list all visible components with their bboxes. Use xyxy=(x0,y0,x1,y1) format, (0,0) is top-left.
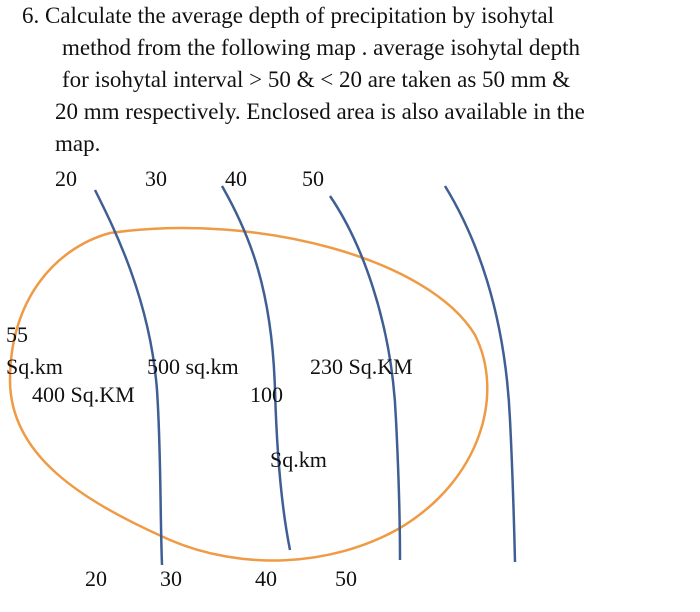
area-label-500: 500 sq.km xyxy=(147,354,239,379)
question-line-4: 20 mm respectively. Enclosed area is als… xyxy=(55,99,585,124)
bottom-label-50: 50 xyxy=(335,566,357,591)
isohyet-50 xyxy=(443,185,517,563)
top-label-20: 20 xyxy=(55,166,77,191)
area-label-55-value: 55 xyxy=(6,322,28,347)
area-label-100-unit: Sq.km xyxy=(270,447,327,472)
area-label-55-unit: Sq.km xyxy=(6,354,63,379)
isohyet-40-50 xyxy=(328,195,402,561)
bottom-label-30: 30 xyxy=(160,566,182,591)
question-line-2: method from the following map . average … xyxy=(62,35,581,60)
bottom-label-20: 20 xyxy=(85,566,107,591)
question-line-3: for isohytal interval > 50 & < 20 are ta… xyxy=(62,67,571,92)
area-label-230: 230 Sq.KM xyxy=(310,354,413,379)
top-label-50: 50 xyxy=(302,166,324,191)
question-line-1: 6. Calculate the average depth of precip… xyxy=(22,3,555,28)
question-line-5: map. xyxy=(55,131,101,156)
area-label-400: 400 Sq.KM xyxy=(32,382,135,407)
area-label-100-value: 100 xyxy=(250,382,283,407)
top-label-40: 40 xyxy=(225,166,247,191)
catchment-boundary xyxy=(8,226,489,562)
isohyet-20-30 xyxy=(93,189,164,566)
top-label-30: 30 xyxy=(145,166,167,191)
isohyet-30-40 xyxy=(220,185,292,551)
bottom-label-40: 40 xyxy=(255,566,277,591)
